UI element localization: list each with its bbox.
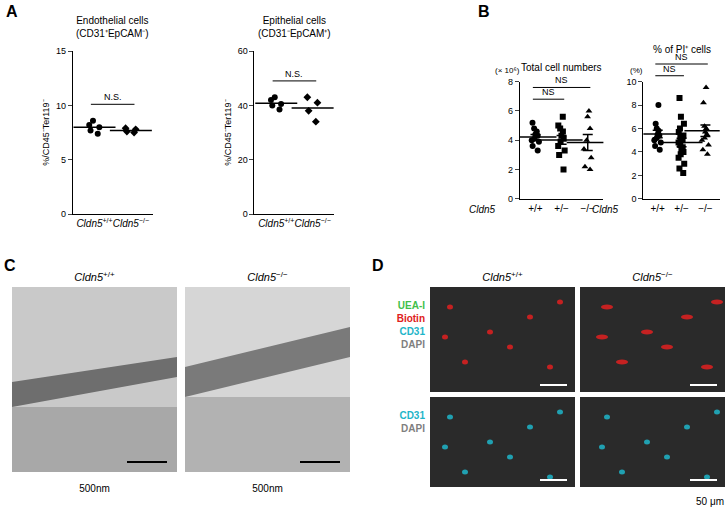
svg-text:50 μm: 50 μm <box>696 496 724 507</box>
svg-text:DAPI: DAPI <box>401 339 425 350</box>
svg-text:Cldn5: Cldn5 <box>469 204 496 215</box>
svg-text:8: 8 <box>632 100 637 110</box>
svg-text:500nm: 500nm <box>79 483 110 494</box>
svg-text:CD31: CD31 <box>399 410 425 421</box>
svg-text:Cldn5​+/+​: Cldn5​+/+​ <box>258 217 294 229</box>
svg-text:0: 0 <box>632 194 637 204</box>
svg-text:B: B <box>478 3 490 20</box>
svg-text:Endothelial cells(CD31⁺EpCAM⁻): Endothelial cells(CD31⁺EpCAM⁻) <box>76 15 149 39</box>
svg-text:6: 6 <box>632 124 637 134</box>
svg-text:NS: NS <box>663 64 676 74</box>
svg-text:(%): (%) <box>630 66 643 75</box>
svg-text:8: 8 <box>508 77 513 87</box>
svg-text:0: 0 <box>508 194 513 204</box>
svg-text:−/−: −/− <box>698 203 713 214</box>
svg-text:10: 10 <box>627 77 637 87</box>
svg-text:500nm: 500nm <box>252 483 283 494</box>
svg-text:6: 6 <box>508 106 513 116</box>
svg-text:15: 15 <box>56 46 66 56</box>
svg-text:−/−: −/− <box>581 203 596 214</box>
svg-text:UEA-I: UEA-I <box>398 300 425 311</box>
svg-text:2: 2 <box>508 165 513 175</box>
svg-text:Cldn5−/−: Cldn5−/− <box>247 270 288 284</box>
svg-text:Cldn5+/+: Cldn5+/+ <box>74 270 115 284</box>
svg-text:CD31: CD31 <box>399 326 425 337</box>
svg-text:+/+: +/+ <box>650 203 665 214</box>
svg-text:NS: NS <box>555 75 568 85</box>
svg-text:DAPI: DAPI <box>401 423 425 434</box>
svg-text:Cldn5: Cldn5 <box>592 204 619 215</box>
svg-text:% of PI⁺ cells: % of PI⁺ cells <box>653 44 711 55</box>
svg-text:Biotin: Biotin <box>397 313 425 324</box>
svg-text:%/CD45⁻Ter119⁻: %/CD45⁻Ter119⁻ <box>223 99 233 165</box>
svg-text:%/CD45⁻Ter119⁻: %/CD45⁻Ter119⁻ <box>41 99 51 165</box>
svg-text:Cldn5​+/+​: Cldn5​+/+​ <box>76 217 112 229</box>
svg-text:N.S.: N.S. <box>285 69 303 79</box>
svg-text:5: 5 <box>61 155 66 165</box>
svg-text:(× 10⁶): (× 10⁶) <box>495 66 520 75</box>
svg-text:N.S.: N.S. <box>104 92 122 102</box>
svg-text:D: D <box>372 257 384 274</box>
svg-text:+/−: +/− <box>554 203 569 214</box>
svg-text:Cldn5−/−: Cldn5−/− <box>632 270 673 284</box>
svg-text:Cldn5​−/−​: Cldn5​−/−​ <box>294 217 330 229</box>
svg-text:60: 60 <box>238 46 248 56</box>
svg-text:Total cell numbers: Total cell numbers <box>521 62 602 73</box>
svg-text:4: 4 <box>632 147 637 157</box>
svg-text:4: 4 <box>508 135 513 145</box>
svg-text:0: 0 <box>243 209 248 219</box>
svg-text:+/−: +/− <box>674 203 689 214</box>
svg-text:40: 40 <box>238 101 248 111</box>
svg-text:A: A <box>6 3 18 20</box>
svg-text:C: C <box>4 257 16 274</box>
svg-text:+/+: +/+ <box>528 203 543 214</box>
svg-text:Cldn5+/+: Cldn5+/+ <box>482 270 523 284</box>
svg-text:Cldn5​−/−​: Cldn5​−/−​ <box>113 217 149 229</box>
svg-text:10: 10 <box>56 101 66 111</box>
svg-text:NS: NS <box>542 87 555 97</box>
svg-text:20: 20 <box>238 155 248 165</box>
svg-text:NS: NS <box>675 52 688 62</box>
svg-text:2: 2 <box>632 171 637 181</box>
svg-text:Epithelial cells(CD31⁻EpCAM⁺): Epithelial cells(CD31⁻EpCAM⁺) <box>258 15 331 39</box>
svg-text:0: 0 <box>61 209 66 219</box>
